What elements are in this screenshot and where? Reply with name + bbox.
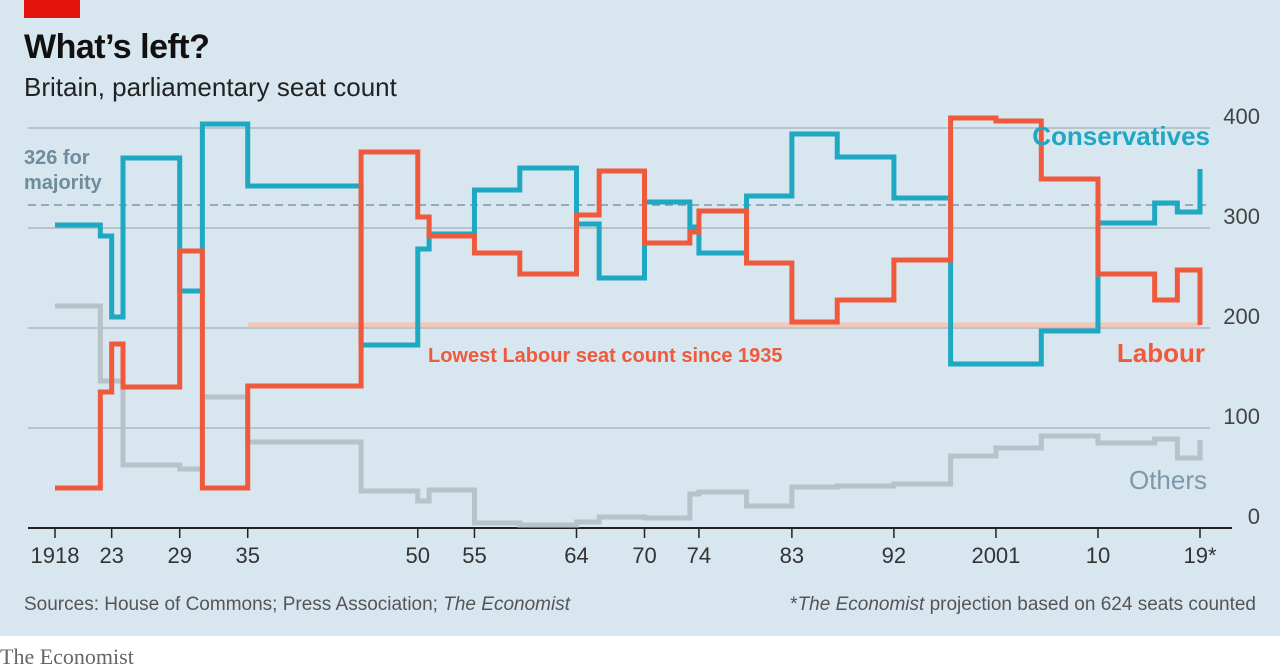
x-tick-label-6: 64 [564,543,588,568]
y-tick-100: 100 [1223,404,1260,429]
x-tick-label-4: 50 [406,543,430,568]
series-line-conservatives [55,121,1203,367]
x-tick-label-8: 74 [687,543,711,568]
sources-text: Sources: House of Commons; Press Associa… [24,594,438,615]
x-tick-label-1: 23 [99,543,123,568]
projection-note: *The Economist projection based on 624 s… [790,594,1256,616]
x-tick-label-5: 55 [462,543,486,568]
labour-label: Labour [1117,338,1205,368]
x-tick-label-7: 70 [632,543,656,568]
seat-count-chart: 0 100 200 300 400 1918 23 29 35 50 55 64 70 74 83 92 20… [24,104,1260,568]
x-tick-label-0: 1918 [31,543,80,568]
series-line-others [55,303,1203,528]
y-tick-labels: 0 100 200 300 400 [1223,104,1260,529]
brand-red-tag [24,0,80,18]
note-rest: projection based on 624 seats counted [924,594,1256,615]
economist-wordmark: The Economist [0,644,134,669]
annotations: 326 for majority Lowest Labour seat coun… [24,121,1210,495]
chart-subtitle: Britain, parliamentary seat count [24,72,397,102]
x-tick-label-9: 83 [780,543,804,568]
sources-note: Sources: House of Commons; Press Associa… [24,594,570,616]
majority-label-line2: majority [24,172,103,194]
x-tick-label-12: 10 [1086,543,1110,568]
x-tick-label-13: 19* [1183,543,1216,568]
chart-title: What’s left? [24,28,210,66]
x-tick-label-10: 92 [882,543,906,568]
sources-italic: The Economist [443,594,570,615]
series-line-labour [55,115,1203,491]
gridlines [28,127,1232,529]
y-tick-400: 400 [1223,104,1260,129]
lowest-labour-label: Lowest Labour seat count since 1935 [428,345,783,367]
x-tick-label-11: 2001 [971,543,1020,568]
x-tick-labels: 1918 23 29 35 50 55 64 70 74 83 92 2001 10 19* [31,528,1217,568]
note-prefix: * [790,594,798,615]
others-label: Others [1129,465,1207,495]
x-tick-label-3: 35 [235,543,259,568]
reference-lines [28,204,1210,328]
conservatives-label: Conservatives [1032,121,1210,151]
y-tick-0: 0 [1248,504,1260,529]
majority-label-line1: 326 for [24,147,90,169]
series-lines [54,115,1203,528]
y-tick-300: 300 [1223,204,1260,229]
y-tick-200: 200 [1223,304,1260,329]
chart-panel [0,0,1280,636]
x-tick-label-2: 29 [167,543,191,568]
note-italic: The Economist [797,594,925,615]
